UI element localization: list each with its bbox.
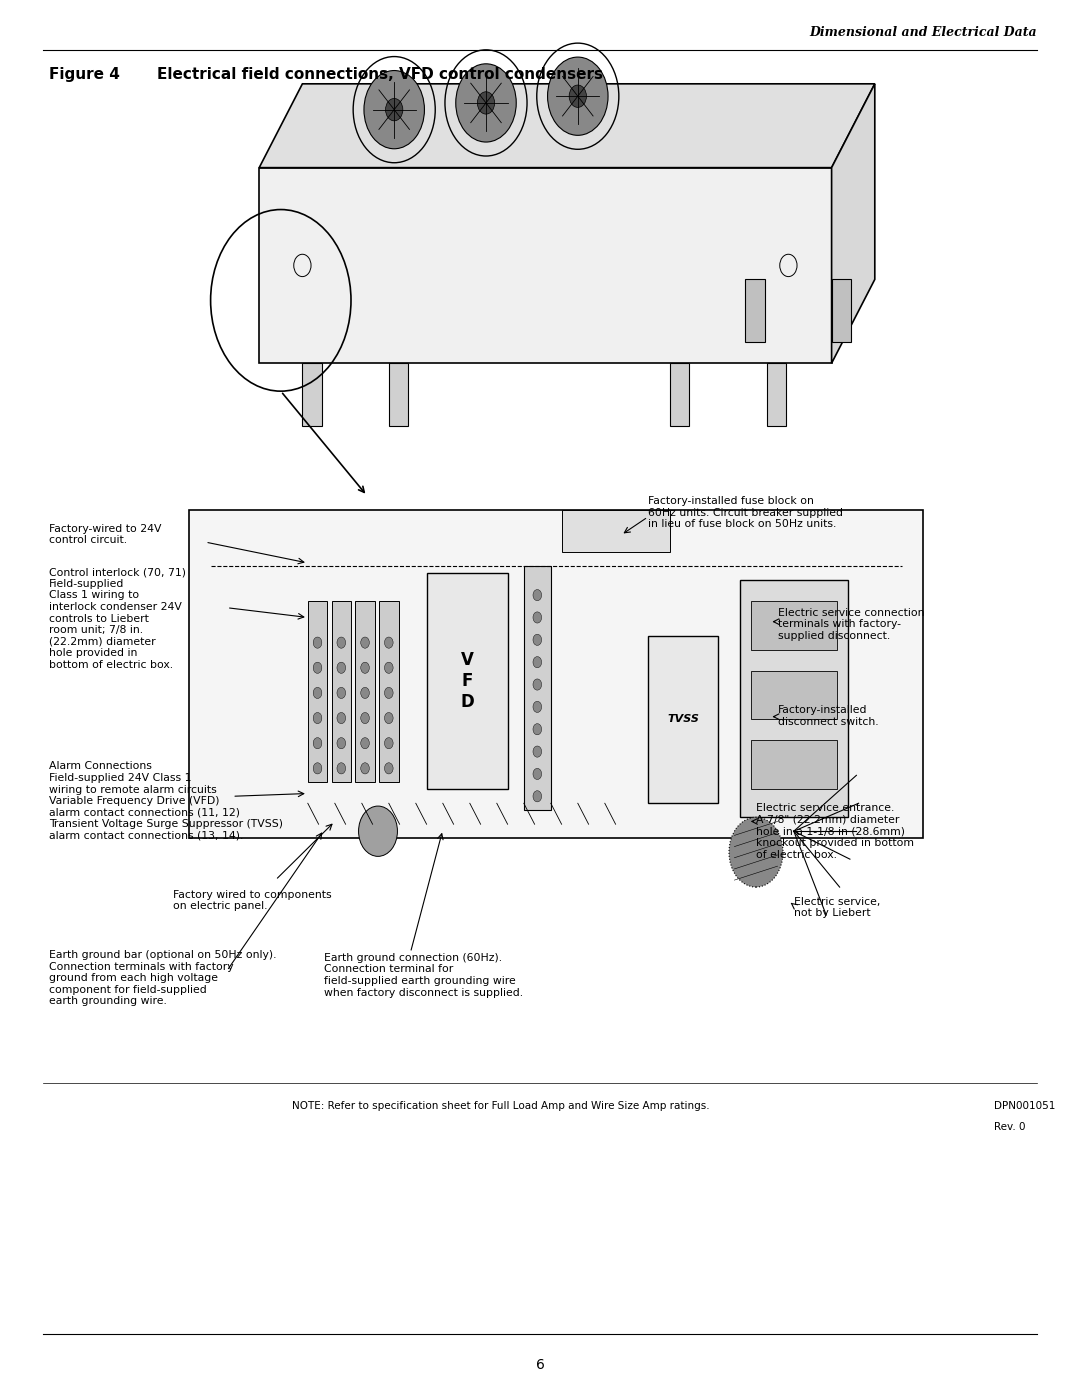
- Bar: [740, 580, 848, 817]
- Circle shape: [361, 662, 369, 673]
- Circle shape: [361, 738, 369, 749]
- Circle shape: [313, 712, 322, 724]
- Text: Electric service,
not by Liebert: Electric service, not by Liebert: [794, 897, 880, 918]
- Text: Factory-installed
disconnect switch.: Factory-installed disconnect switch.: [778, 705, 878, 726]
- Bar: [751, 671, 837, 719]
- Circle shape: [359, 806, 397, 856]
- Bar: [379, 601, 399, 782]
- Bar: [751, 601, 837, 650]
- Bar: [562, 510, 670, 552]
- Polygon shape: [259, 168, 832, 363]
- Bar: [648, 636, 718, 803]
- Circle shape: [384, 662, 393, 673]
- Bar: [355, 601, 375, 782]
- Text: Earth ground connection (60Hz).
Connection terminal for
field-supplied earth gro: Earth ground connection (60Hz). Connecti…: [324, 953, 523, 997]
- Circle shape: [361, 763, 369, 774]
- Circle shape: [384, 637, 393, 648]
- Text: DPN001051: DPN001051: [994, 1101, 1055, 1111]
- Circle shape: [384, 763, 393, 774]
- Polygon shape: [389, 363, 408, 426]
- Circle shape: [532, 791, 542, 802]
- Polygon shape: [832, 84, 875, 363]
- Text: Electrical field connections, VFD control condensers: Electrical field connections, VFD contro…: [157, 67, 603, 82]
- Circle shape: [313, 738, 322, 749]
- Text: Electric service entrance.
A 7/8" (22.2mm) diameter
hole in a 1-1/8 in (28.6mm)
: Electric service entrance. A 7/8" (22.2m…: [756, 803, 914, 859]
- Bar: [427, 573, 508, 789]
- Text: Factory-installed fuse block on
60Hz units. Circuit breaker supplied
in lieu of : Factory-installed fuse block on 60Hz uni…: [648, 496, 843, 529]
- Circle shape: [532, 701, 542, 712]
- Polygon shape: [767, 363, 786, 426]
- Circle shape: [313, 637, 322, 648]
- Polygon shape: [832, 279, 851, 342]
- Circle shape: [361, 637, 369, 648]
- Text: Alarm Connections
Field-supplied 24V Class 1
wiring to remote alarm circuits
Var: Alarm Connections Field-supplied 24V Cla…: [49, 761, 283, 841]
- Circle shape: [532, 768, 542, 780]
- Circle shape: [456, 64, 516, 142]
- Text: TVSS: TVSS: [667, 714, 699, 725]
- Circle shape: [386, 98, 403, 120]
- Text: NOTE: Refer to specification sheet for Full Load Amp and Wire Size Amp ratings.: NOTE: Refer to specification sheet for F…: [292, 1101, 710, 1111]
- Circle shape: [729, 817, 783, 887]
- Bar: [332, 601, 351, 782]
- Circle shape: [313, 763, 322, 774]
- PathPatch shape: [189, 510, 923, 838]
- Text: Earth ground bar (optional on 50Hz only).
Connection terminals with factory
grou: Earth ground bar (optional on 50Hz only)…: [49, 950, 276, 1006]
- Circle shape: [569, 85, 586, 108]
- Polygon shape: [670, 363, 689, 426]
- Text: Dimensional and Electrical Data: Dimensional and Electrical Data: [809, 27, 1037, 39]
- Circle shape: [548, 57, 608, 136]
- Circle shape: [364, 70, 424, 148]
- Text: Factory-wired to 24V
control circuit.: Factory-wired to 24V control circuit.: [49, 524, 161, 545]
- Circle shape: [337, 712, 346, 724]
- Polygon shape: [259, 84, 875, 168]
- Circle shape: [532, 679, 542, 690]
- Bar: [308, 601, 327, 782]
- Circle shape: [337, 763, 346, 774]
- Text: Control interlock (70, 71)
Field-supplied
Class 1 wiring to
interlock condenser : Control interlock (70, 71) Field-supplie…: [49, 567, 186, 671]
- Circle shape: [337, 738, 346, 749]
- Text: Rev. 0: Rev. 0: [994, 1122, 1025, 1132]
- Text: Electric service connection
terminals with factory-
supplied disconnect.: Electric service connection terminals wi…: [778, 608, 924, 641]
- Polygon shape: [302, 363, 322, 426]
- Circle shape: [532, 612, 542, 623]
- Circle shape: [313, 662, 322, 673]
- Circle shape: [337, 637, 346, 648]
- Text: Figure 4: Figure 4: [49, 67, 120, 82]
- Circle shape: [361, 712, 369, 724]
- Bar: [524, 566, 551, 810]
- Circle shape: [532, 657, 542, 668]
- Circle shape: [337, 687, 346, 698]
- Text: Factory wired to components
on electric panel.: Factory wired to components on electric …: [173, 890, 332, 911]
- Text: V
F
D: V F D: [460, 651, 474, 711]
- Circle shape: [384, 712, 393, 724]
- Circle shape: [532, 724, 542, 735]
- Circle shape: [532, 746, 542, 757]
- Bar: [751, 740, 837, 789]
- Text: 6: 6: [536, 1358, 544, 1372]
- Circle shape: [532, 590, 542, 601]
- Circle shape: [384, 738, 393, 749]
- Circle shape: [532, 634, 542, 645]
- Polygon shape: [745, 279, 765, 342]
- Circle shape: [313, 687, 322, 698]
- Circle shape: [477, 92, 495, 115]
- Circle shape: [337, 662, 346, 673]
- Circle shape: [361, 687, 369, 698]
- Circle shape: [384, 687, 393, 698]
